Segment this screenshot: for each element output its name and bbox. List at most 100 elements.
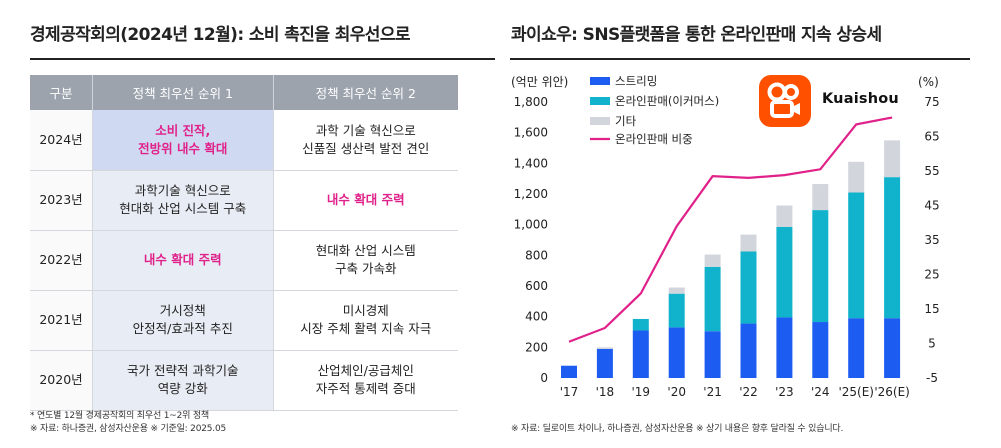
table-row: 2023년 과학기술 혁신으로 현대화 산업 시스템 구축 내수 확대 주력 [30, 170, 458, 231]
x-tick-label: '25(E) [838, 385, 874, 399]
x-tick-label: '26(E) [874, 385, 910, 399]
y2-tick-label: 15 [924, 302, 939, 316]
bar-streaming [884, 318, 901, 378]
y-axis-ticks: 0 200 400 600 800 1,000 1,200 1,400 1,600 1,800 [514, 95, 548, 385]
bar-online [812, 210, 829, 323]
cell-line: 전방위 내수 확대 [138, 140, 228, 156]
policy-table: 구분 정책 최우선 순위 1 정책 최우선 순위 2 2024년 소비 진작, … [30, 75, 458, 411]
y-tick-label: 1,200 [514, 187, 548, 201]
bar-streaming [848, 318, 865, 378]
bar-group [561, 140, 901, 378]
bar-other [704, 254, 721, 267]
cell-line: 신품질 생산력 발전 견인 [302, 140, 430, 156]
y-tick-label: 1,600 [514, 126, 548, 140]
cell-line: 소비 진작, [155, 122, 211, 138]
priority-1-cell: 국가 전략적 과학기술 역량 강화 [92, 350, 274, 411]
cell-line: 미시경제 [342, 303, 389, 318]
year-cell: 2023년 [30, 170, 93, 231]
bar-online [704, 266, 721, 332]
right-title-rule [510, 58, 970, 60]
y2-tick-label: 65 [924, 130, 939, 144]
y2-tick-label: 25 [924, 268, 939, 282]
x-tick-label: '22 [739, 385, 758, 399]
cell-line: 산업체인/공급체인 [317, 363, 414, 378]
priority-1-cell: 내수 확대 주력 [92, 230, 274, 291]
priority-1-cell: 과학기술 혁신으로 현대화 산업 시스템 구축 [92, 170, 274, 231]
priority-2-cell: 내수 확대 주력 [273, 170, 458, 231]
bar-online [848, 192, 865, 319]
bar-streaming [596, 348, 613, 378]
bar-streaming [668, 327, 685, 378]
cell-line: 과학 기술 혁신으로 [315, 122, 416, 138]
legend-swatch-streaming [590, 77, 610, 85]
y-tick-label: 200 [525, 340, 548, 354]
y2-tick-label: 55 [924, 164, 939, 178]
y-tick-label: 600 [525, 279, 548, 293]
legend-swatch-other [590, 117, 610, 125]
year-cell: 2024년 [30, 110, 93, 171]
x-tick-label: '24 [811, 385, 830, 399]
legend-label-online: 온라인판매(이커머스) [615, 94, 719, 108]
cell-line: 내수 확대 주력 [143, 252, 222, 267]
cell-line: 안정적/효과적 추진 [132, 321, 233, 336]
y-tick-label: 1,000 [514, 218, 548, 232]
priority-2-cell: 산업체인/공급체인 자주적 통제력 증대 [273, 350, 458, 411]
cell-line: 내수 확대 주력 [326, 192, 405, 207]
y2-tick-label: 35 [924, 233, 939, 247]
y-tick-label: 400 [525, 310, 548, 324]
bar-online [884, 177, 901, 319]
y2-tick-label: 5 [928, 337, 936, 351]
cell-line: 과학기술 혁신으로 [134, 183, 231, 198]
cell-line: 국가 전략적 과학기술 [127, 363, 239, 378]
table-header-priority-1: 정책 최우선 순위 1 [92, 75, 274, 110]
priority-1-cell: 소비 진작, 전방위 내수 확대 [92, 110, 274, 171]
legend-label-other: 기타 [615, 114, 637, 128]
table-row: 2021년 거시정책 안정적/효과적 추진 미시경제 시장 주체 활력 지속 자… [30, 290, 458, 351]
cell-line: 시장 주체 활력 지속 자극 [300, 321, 432, 336]
x-tick-label: '21 [703, 385, 722, 399]
cell-line: 구축 가속화 [335, 261, 397, 276]
y-axis-label: (억만 위안) [511, 75, 568, 89]
y-tick-label: 800 [525, 248, 548, 262]
priority-2-cell: 미시경제 시장 주체 활력 지속 자극 [273, 290, 458, 351]
chart-source-note: ※ 자료: 딜로이트 차이나, 하나증권, 삼성자산운용 ※ 상기 내용은 향후… [511, 424, 844, 434]
y2-axis-ticks: -5 5 15 25 35 45 55 65 75 [924, 95, 939, 385]
year-cell: 2022년 [30, 230, 93, 291]
bar-online [776, 226, 793, 318]
bar-online [740, 251, 757, 324]
bar-other [884, 140, 901, 178]
priority-2-cell: 현대화 산업 시스템 구축 가속화 [273, 230, 458, 291]
bar-other [596, 347, 613, 349]
bar-streaming [561, 365, 577, 378]
y2-tick-label: 45 [924, 199, 939, 213]
table-header-category: 구분 [30, 75, 93, 110]
priority-1-cell: 거시정책 안정적/효과적 추진 [92, 290, 274, 351]
bar-streaming [704, 331, 721, 378]
y-tick-label: 1,800 [514, 95, 548, 109]
table-row: 2020년 국가 전략적 과학기술 역량 강화 산업체인/공급체인 자주적 통제… [30, 350, 458, 411]
bar-streaming [812, 322, 829, 378]
table-row: 2022년 내수 확대 주력 현대화 산업 시스템 구축 가속화 [30, 230, 458, 291]
x-tick-label: '20 [667, 385, 686, 399]
kuaishou-logo-icon [759, 75, 811, 127]
y2-tick-label: -5 [926, 371, 938, 385]
source-note: ※ 자료: 하나증권, 삼성자산운용 ※ 기준일: 2025.05 [30, 424, 226, 434]
bar-online [632, 318, 649, 331]
priority-2-cell: 과학 기술 혁신으로 신품질 생산력 발전 견인 [273, 110, 458, 171]
year-cell: 2021년 [30, 290, 93, 351]
bar-other [812, 184, 829, 211]
cell-line: 거시정책 [159, 303, 206, 318]
right-panel-title: 콰이쇼우: SNS플랫폼을 통한 온라인판매 지속 상승세 [511, 25, 882, 45]
x-axis-labels: '17 '18 '19 '20 '21 '22 '23 '24 '25(E) '26(E) [560, 385, 910, 399]
table-header-priority-2: 정책 최우선 순위 2 [273, 75, 458, 110]
bar-other [668, 287, 685, 294]
y-tick-label: 0 [540, 371, 548, 385]
left-title-rule [30, 58, 495, 60]
cell-line: 현대화 산업 시스템 구축 [119, 201, 247, 216]
cell-line: 자주적 통제력 증대 [315, 381, 416, 396]
legend-swatch-online [590, 97, 610, 105]
bar-other [740, 234, 757, 252]
bar-online [668, 293, 685, 328]
table-row: 2024년 소비 진작, 전방위 내수 확대 과학 기술 혁신으로 신품질 생산… [30, 110, 458, 171]
x-tick-label: '17 [560, 385, 579, 399]
